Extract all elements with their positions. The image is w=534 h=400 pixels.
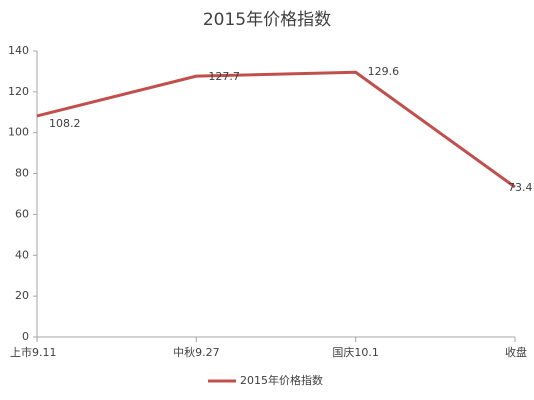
y-tick-label: 0 (22, 330, 29, 343)
data-label: 73.4 (508, 181, 533, 194)
y-tick-label: 80 (15, 167, 29, 180)
chart-title: 2015年价格指数 (203, 10, 331, 30)
data-label: 127.7 (208, 70, 240, 83)
x-tick-label: 收盘 (505, 345, 527, 359)
x-tick-label: 上市9.11 (10, 345, 57, 359)
y-tick-label: 100 (8, 126, 29, 139)
data-label: 129.6 (368, 65, 400, 78)
y-tick-label: 40 (15, 248, 29, 261)
y-tick-label: 20 (15, 289, 29, 302)
series-line (36, 70, 516, 189)
x-tick-label: 国庆10.1 (332, 345, 379, 359)
data-label: 108.2 (49, 117, 81, 130)
legend-label: 2015年价格指数 (240, 373, 323, 387)
y-tick-label: 140 (8, 44, 29, 57)
x-tick-label: 中秋9.27 (173, 345, 220, 359)
y-tick-label: 60 (15, 207, 29, 220)
y-tick-label: 120 (8, 85, 29, 98)
